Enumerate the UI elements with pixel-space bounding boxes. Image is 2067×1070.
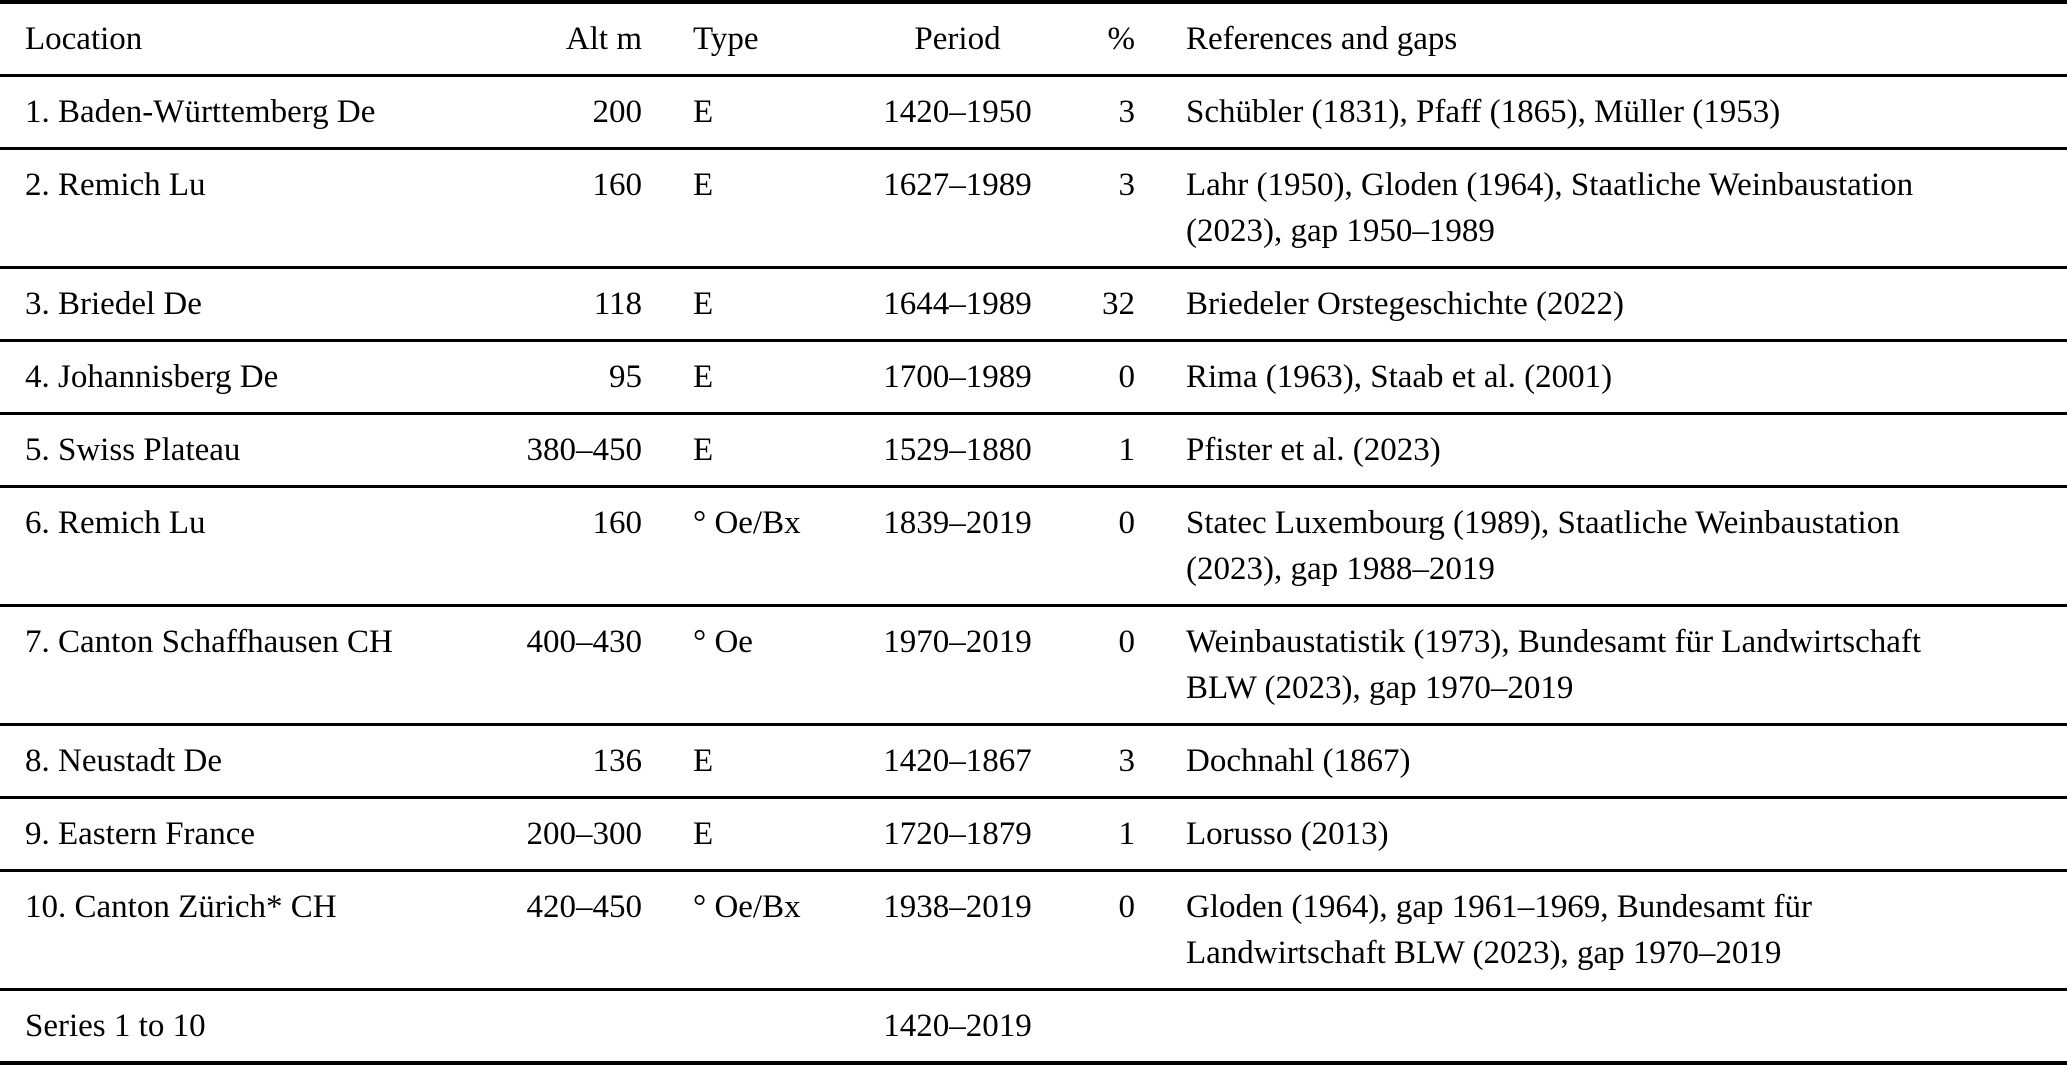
cell-period: 1627–1989: [883, 167, 1032, 203]
footer-cell-altitude: [500, 990, 650, 1064]
cell-references: Rima (1963), Staab et al. (2001): [1186, 359, 1613, 395]
footer-cell-location: Series 1 to 10: [25, 1008, 206, 1044]
footer-row: Series 1 to 10 1420–2019: [0, 990, 2067, 1064]
cell-location: 10. Canton Zürich* CH: [25, 889, 337, 925]
cell-location: 2. Remich Lu: [25, 167, 206, 203]
cell-location: 7. Canton Schaffhausen CH: [25, 624, 393, 660]
column-header-type: Type: [693, 21, 759, 57]
cell-percent: 0: [1118, 624, 1136, 660]
cell-location: 4. Johannisberg De: [25, 359, 279, 395]
cell-type: E: [693, 359, 714, 395]
column-header-period: Period: [914, 21, 1001, 57]
cell-type: E: [693, 94, 714, 130]
column-header-percent: %: [1107, 21, 1136, 57]
table-row: 3. Briedel De 118 E 1644–1989 32 Briedeler Or…: [0, 268, 2067, 341]
cell-period: 1938–2019: [883, 889, 1032, 925]
cell-period: 1529–1880: [883, 432, 1032, 468]
footer-cell-references: [1140, 990, 2067, 1064]
cell-percent: 0: [1118, 889, 1136, 925]
table-row: 6. Remich Lu 160 ° Oe/Bx 1839–2019 0 Statec L…: [0, 487, 2067, 606]
cell-type: E: [693, 286, 714, 322]
cell-references: Weinbaustatistik (1973), Bundesamt für L…: [1186, 624, 1922, 706]
cell-percent: 3: [1118, 167, 1136, 203]
cell-references: Lorusso (2013): [1186, 816, 1389, 852]
cell-references: Pfister et al. (2023): [1186, 432, 1441, 468]
cell-percent: 1: [1118, 432, 1136, 468]
cell-altitude: 95: [609, 359, 642, 395]
table-row: 9. Eastern France 200–300 E 1720–1879 1 Lorus…: [0, 798, 2067, 871]
cell-percent: 3: [1118, 743, 1136, 779]
footer-cell-percent: [1055, 990, 1140, 1064]
table-row: 4. Johannisberg De 95 E 1700–1989 0 Rima (196…: [0, 341, 2067, 414]
cell-type: E: [693, 432, 714, 468]
cell-percent: 1: [1118, 816, 1136, 852]
cell-period: 1420–1867: [883, 743, 1032, 779]
cell-altitude: 420–450: [526, 889, 643, 925]
cell-references: Statec Luxembourg (1989), Staatliche Wei…: [1186, 505, 1900, 587]
cell-period: 1720–1879: [883, 816, 1032, 852]
table-row: 7. Canton Schaffhausen CH 400–430 ° Oe 1970…: [0, 606, 2067, 725]
cell-references: Briedeler Orstegeschichte (2022): [1186, 286, 1624, 322]
table-row: 8. Neustadt De 136 E 1420–1867 3 Dochnahl (18…: [0, 725, 2067, 798]
table-row: 5. Swiss Plateau 380–450 E 1529–1880 1 Pfiste…: [0, 414, 2067, 487]
cell-location: 6. Remich Lu: [25, 505, 206, 541]
cell-type: E: [693, 167, 714, 203]
cell-period: 1420–1950: [883, 94, 1032, 130]
cell-altitude: 160: [592, 167, 643, 203]
cell-altitude: 118: [593, 286, 642, 322]
cell-location: 1. Baden-Württemberg De: [25, 94, 376, 130]
cell-location: 8. Neustadt De: [25, 743, 223, 779]
cell-location: 3. Briedel De: [25, 286, 202, 322]
table-row: 2. Remich Lu 160 E 1627–1989 3 Lahr (1950), G…: [0, 149, 2067, 268]
cell-altitude: 200: [592, 94, 643, 130]
cell-references: Lahr (1950), Gloden (1964), Staatliche W…: [1186, 167, 1914, 249]
column-header-references: References and gaps: [1186, 21, 1458, 57]
footer-cell-period: 1420–2019: [883, 1008, 1032, 1044]
cell-altitude: 400–430: [526, 624, 643, 660]
cell-location: 9. Eastern France: [25, 816, 255, 852]
cell-type: E: [693, 743, 714, 779]
column-header-location: Location: [25, 21, 143, 57]
table-row: 1. Baden-Württemberg De 200 E 1420–1950 3 Sch…: [0, 76, 2067, 149]
cell-period: 1700–1989: [883, 359, 1032, 395]
header-row: Location Alt m Type Period % References …: [0, 2, 2067, 76]
cell-percent: 0: [1118, 505, 1136, 541]
cell-altitude: 380–450: [526, 432, 643, 468]
cell-percent: 32: [1102, 286, 1135, 322]
cell-location: 5. Swiss Plateau: [25, 432, 241, 468]
cell-type: ° Oe/Bx: [693, 889, 801, 925]
cell-references: Schübler (1831), Pfaff (1865), Müller (1…: [1186, 94, 1781, 130]
cell-type: ° Oe/Bx: [693, 505, 801, 541]
table-row: 10. Canton Zürich* CH 420–450 ° Oe/Bx 1938–…: [0, 871, 2067, 990]
cell-altitude: 200–300: [526, 816, 643, 852]
cell-type: E: [693, 816, 714, 852]
cell-period: 1644–1989: [883, 286, 1032, 322]
cell-percent: 0: [1118, 359, 1136, 395]
cell-altitude: 160: [592, 505, 643, 541]
footer-cell-type: [650, 990, 860, 1064]
cell-references: Gloden (1964), gap 1961–1969, Bundesamt …: [1186, 889, 1812, 971]
cell-references: Dochnahl (1867): [1186, 743, 1411, 779]
cell-period: 1839–2019: [883, 505, 1032, 541]
column-header-altitude: Alt m: [565, 21, 642, 57]
cell-altitude: 136: [592, 743, 643, 779]
cell-percent: 3: [1118, 94, 1136, 130]
cell-period: 1970–2019: [883, 624, 1032, 660]
cell-type: ° Oe: [693, 624, 753, 660]
